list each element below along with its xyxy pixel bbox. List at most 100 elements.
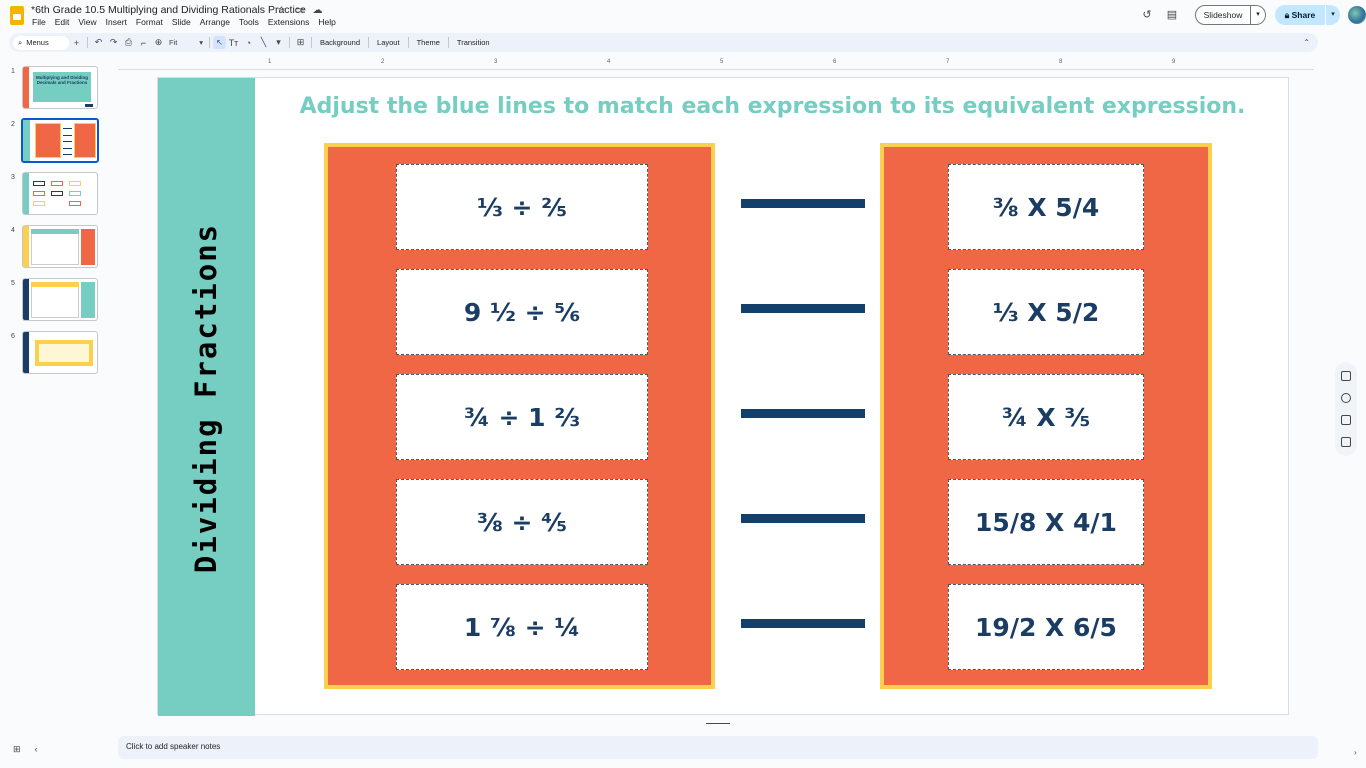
match-line[interactable]	[741, 304, 865, 313]
filmstrip-item[interactable]: 3	[0, 166, 104, 215]
filmstrip-item[interactable]: 6	[0, 325, 104, 374]
menu-slide[interactable]: Slide	[171, 17, 191, 27]
tasks-icon[interactable]	[1341, 415, 1351, 425]
ruler-mark: 2	[381, 59, 385, 65]
toolbar-divider	[209, 37, 210, 48]
comments-icon[interactable]: ▤	[1166, 9, 1178, 21]
left-expression-card[interactable]: ⅓ ÷ ⅖	[396, 164, 648, 250]
select-cursor-icon[interactable]: ↖	[213, 36, 226, 49]
filmstrip-item[interactable]: 1 Multiplying and Dividing Decimals and …	[0, 60, 104, 109]
horizontal-ruler: 1 2 3 4 5 6 7 8 9	[118, 57, 1314, 70]
move-folder-icon[interactable]: ▭	[294, 5, 305, 16]
menu-insert[interactable]: Insert	[105, 17, 127, 27]
ruler-mark: 1	[268, 59, 272, 65]
notes-resize-handle[interactable]	[706, 723, 730, 724]
match-line[interactable]	[741, 199, 865, 208]
menu-extensions[interactable]: Extensions	[267, 17, 310, 27]
version-history-icon[interactable]: ↺	[1142, 9, 1152, 21]
shape-icon[interactable]: ◔	[245, 37, 252, 48]
star-icon[interactable]: ☆	[277, 5, 286, 16]
menus-search[interactable]: ⌕ Menus	[13, 35, 69, 50]
slideshow-dropdown-icon[interactable]: ▾	[1251, 5, 1266, 25]
zoom-icon[interactable]: ⊕	[154, 37, 163, 47]
menu-file[interactable]: File	[32, 17, 46, 27]
new-slide-icon[interactable]: +	[73, 37, 80, 48]
slide[interactable]: Dividing Fractions Adjust the blue lines…	[157, 77, 1289, 716]
zoom-select[interactable]: Fit ▾	[166, 38, 206, 47]
layout-button[interactable]: Layout	[377, 38, 400, 47]
chevron-down-icon: ▾	[199, 38, 203, 47]
print-icon[interactable]: ⎙	[124, 37, 133, 47]
cloud-status-icon[interactable]: ☁	[312, 5, 323, 16]
side-title[interactable]: Dividing Fractions	[189, 222, 223, 574]
calendar-icon[interactable]	[1341, 371, 1351, 381]
right-expression-card[interactable]: ¾ X ⅗	[948, 374, 1144, 460]
slide-thumbnail[interactable]	[22, 172, 98, 215]
folder-icon[interactable]	[1341, 437, 1351, 447]
vertical-ruler	[106, 70, 116, 720]
menu-edit[interactable]: Edit	[54, 17, 70, 27]
document-title[interactable]: *6th Grade 10.5 Multiplying and Dividing…	[31, 4, 306, 16]
filmstrip-item[interactable]: 2	[0, 113, 104, 163]
filmstrip-item[interactable]: 4	[0, 219, 104, 268]
speaker-notes[interactable]: Click to add speaker notes	[118, 736, 1318, 759]
avatar[interactable]	[1348, 6, 1366, 24]
text-box-icon[interactable]: Tт	[228, 37, 239, 48]
slide-thumbnail[interactable]: Multiplying and Dividing Decimals and Fr…	[22, 66, 98, 109]
side-panel	[1335, 362, 1357, 456]
line-icon[interactable]: ╲	[260, 37, 267, 47]
menu-help[interactable]: Help	[318, 17, 336, 27]
side-band[interactable]: Dividing Fractions	[158, 78, 255, 716]
right-expression-card[interactable]: ⅓ X 5/2	[948, 269, 1144, 355]
redo-icon[interactable]: ↷	[109, 37, 118, 47]
slides-logo-icon[interactable]	[10, 6, 24, 25]
filmstrip-item[interactable]: 5	[0, 272, 104, 321]
thumbnail-title: Multiplying and Dividing Decimals and Fr…	[36, 75, 88, 85]
collapse-filmstrip-icon[interactable]: ‹	[34, 744, 38, 754]
ruler-mark: 8	[1059, 59, 1063, 65]
keep-icon[interactable]	[1341, 393, 1351, 403]
share-button[interactable]: 🔒︎ Share	[1275, 5, 1325, 25]
background-button[interactable]: Background	[320, 38, 361, 47]
match-line[interactable]	[741, 619, 865, 628]
match-line[interactable]	[741, 514, 865, 523]
slide-number: 3	[11, 174, 15, 181]
zoom-value: Fit	[169, 38, 178, 47]
chevron-right-icon[interactable]: ›	[1354, 748, 1357, 757]
left-expressions-panel[interactable]: ⅓ ÷ ⅖ 9 ½ ÷ ⅚ ¾ ÷ 1 ⅔ ⅜ ÷ ⅘ 1 ⅞ ÷ ¼	[324, 143, 715, 689]
right-expression-card[interactable]: 19/2 X 6/5	[948, 584, 1144, 670]
add-comment-icon[interactable]: ⊞	[296, 37, 305, 47]
ruler-mark: 4	[607, 59, 611, 65]
grid-view-icon[interactable]: ⊞	[13, 744, 21, 754]
theme-button[interactable]: Theme	[416, 38, 440, 47]
instruction-text[interactable]: Adjust the blue lines to match each expr…	[299, 94, 1246, 119]
slide-thumbnail-active[interactable]	[21, 118, 99, 163]
left-expression-card[interactable]: ¾ ÷ 1 ⅔	[396, 374, 648, 460]
left-expression-card[interactable]: 1 ⅞ ÷ ¼	[396, 584, 648, 670]
menu-format[interactable]: Format	[135, 17, 163, 27]
slide-thumbnail[interactable]	[22, 225, 98, 268]
left-expression-card[interactable]: ⅜ ÷ ⅘	[396, 479, 648, 565]
menu-bar: File Edit View Insert Format Slide Arran…	[32, 17, 345, 27]
menu-tools[interactable]: Tools	[238, 17, 259, 27]
slide-thumbnail[interactable]	[22, 278, 98, 321]
paint-format-icon[interactable]: ⌐	[140, 37, 147, 48]
share-dropdown-icon[interactable]: ▾	[1326, 5, 1340, 25]
match-line[interactable]	[741, 409, 865, 418]
right-expressions-panel[interactable]: ⅜ X 5/4 ⅓ X 5/2 ¾ X ⅗ 15/8 X 4/1 19/2 X …	[880, 143, 1212, 689]
undo-icon[interactable]: ↶	[94, 37, 103, 47]
transition-button[interactable]: Transition	[456, 38, 490, 47]
slideshow-button[interactable]: Slideshow	[1195, 5, 1251, 25]
slide-thumbnail[interactable]	[22, 331, 98, 374]
ruler-mark: 5	[720, 59, 724, 65]
right-expression-card[interactable]: 15/8 X 4/1	[948, 479, 1144, 565]
line-dropdown-icon[interactable]: ▾	[276, 37, 281, 47]
right-expression-card[interactable]: ⅜ X 5/4	[948, 164, 1144, 250]
chevron-up-icon[interactable]: ⌃	[1303, 38, 1310, 47]
menu-arrange[interactable]: Arrange	[199, 17, 230, 27]
slide-number: 6	[11, 333, 15, 340]
slide-number: 4	[11, 227, 15, 234]
left-expression-card[interactable]: 9 ½ ÷ ⅚	[396, 269, 648, 355]
toolbar-divider	[407, 37, 409, 48]
menu-view[interactable]: View	[78, 17, 97, 27]
